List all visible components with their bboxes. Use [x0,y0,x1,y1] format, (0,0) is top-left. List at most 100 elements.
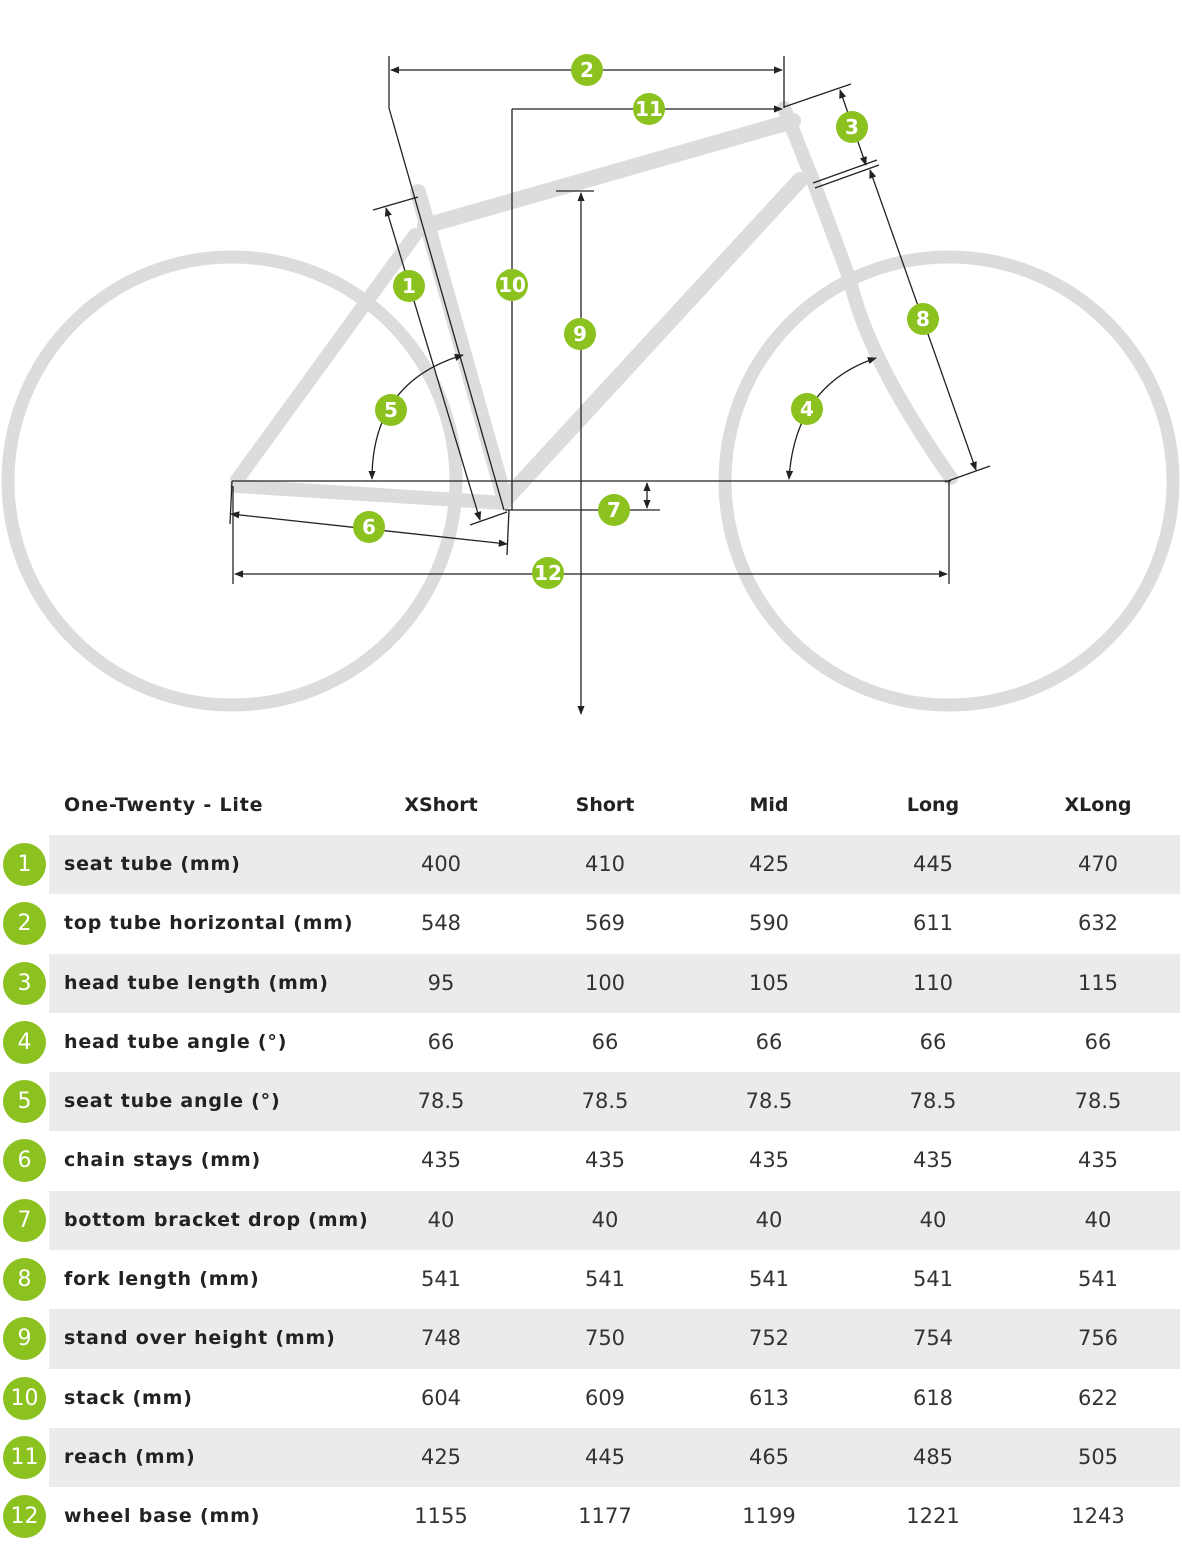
size-header: XShort [404,794,478,816]
table-cell: 40 [1084,1207,1112,1232]
table-cell: 541 [912,1267,954,1292]
table-cell: 1221 [906,1504,960,1529]
badge-3: 3 [836,111,868,143]
row-number-badge: 8 [3,1258,46,1302]
svg-text:4: 4 [800,397,814,421]
row-background [49,1309,1180,1369]
table-header-row: One-Twenty - Lite XShort Short Mid Long … [0,776,1182,835]
row-number-badge: 1 [3,843,46,886]
table-cell: 78.5 [417,1089,465,1114]
badge-8: 8 [907,303,939,335]
table-cell: 1177 [578,1504,632,1529]
row-number-badge: 6 [3,1139,46,1183]
table-cell: 435 [420,1148,462,1173]
table-row: 11 reach (mm) 425 445 465 485 505 [0,1427,1182,1488]
table-cell: 66 [1084,1029,1112,1054]
table-cell: 750 [584,1326,626,1351]
table-cell: 40 [755,1207,783,1232]
model-name: One-Twenty - Lite [64,794,264,816]
table-cell: 541 [748,1267,790,1292]
table-cell: 445 [584,1444,626,1469]
table-cell: 78.5 [1074,1089,1122,1114]
badge-2: 2 [571,54,603,86]
badge-12: 12 [532,557,564,589]
table-cell: 618 [912,1385,954,1410]
badge-9: 9 [564,318,596,350]
badge-6: 6 [353,511,385,543]
geometry-table: One-Twenty - Lite XShort Short Mid Long … [0,776,1182,1547]
table-row: 8 fork length (mm) 541 541 541 541 541 [0,1250,1182,1309]
badge-7: 7 [598,494,630,526]
table-row: 9 stand over height (mm) 748 750 752 754 756 [0,1309,1182,1369]
table-cell: 611 [912,911,954,936]
table-row: 6 chain stays (mm) 435 435 435 435 435 [0,1131,1182,1190]
svg-text:12: 12 [534,561,562,585]
table-cell: 40 [427,1207,455,1232]
table-row: 12 wheel base (mm) 1155 1177 1199 1221 1243 [0,1487,1182,1546]
size-header: Short [575,794,635,816]
table-cell: 613 [748,1385,790,1410]
badge-11: 11 [633,93,665,125]
row-label: seat tube (mm) [64,853,241,875]
table-cell: 110 [912,970,954,995]
bike-frame [230,101,958,510]
row-background [49,835,1180,895]
table-cell: 754 [912,1326,954,1351]
table-cell: 435 [1077,1148,1119,1173]
table-row: 5 seat tube angle (°) 78.5 78.5 78.5 78.5 78.5 [0,1072,1182,1132]
table-cell: 435 [748,1148,790,1173]
table-cell: 78.5 [745,1089,793,1114]
table-row: 1 seat tube (mm) 400 410 425 445 470 [0,835,1182,895]
badge-5: 5 [375,394,407,426]
size-header: Long [906,794,960,816]
table-cell: 1155 [414,1504,468,1529]
table-cell: 435 [584,1148,626,1173]
row-number-badge: 12 [3,1495,46,1539]
row-label: stack (mm) [64,1386,193,1409]
table-cell: 400 [420,852,462,876]
row-number-badge: 11 [3,1435,46,1479]
table-cell: 1243 [1071,1504,1125,1529]
table-row: 3 head tube length (mm) 95 100 105 110 115 [0,953,1182,1013]
table-row: 2 top tube horizontal (mm) 548 569 590 611 632 [0,894,1182,953]
svg-text:7: 7 [607,498,621,522]
row-number-badge: 9 [3,1317,46,1361]
row-label: head tube length (mm) [64,971,329,994]
table-row: 10 stack (mm) 604 609 613 618 622 [0,1369,1182,1428]
row-background [49,1427,1180,1488]
table-cell: 40 [919,1207,947,1232]
row-number-badge: 7 [3,1198,46,1242]
table-cell: 78.5 [909,1089,957,1114]
dimension-lines [229,56,991,715]
table-cell: 748 [420,1326,462,1351]
row-label: chain stays (mm) [64,1149,261,1172]
table-cell: 425 [420,1444,462,1469]
row-background [49,1072,1180,1132]
table-cell: 410 [584,852,626,876]
row-background [49,1190,1180,1251]
table-cell: 105 [748,970,790,995]
svg-text:3: 3 [845,115,859,139]
table-cell: 1199 [742,1504,796,1529]
table-cell: 115 [1077,970,1119,995]
table-cell: 66 [591,1029,619,1054]
table-row: 4 head tube angle (°) 66 66 66 66 66 [0,1013,1182,1072]
svg-text:2: 2 [580,58,594,82]
svg-text:6: 6 [362,515,376,539]
badge-1: 1 [393,270,425,302]
row-number-badge: 4 [3,1020,46,1064]
size-header: XLong [1064,794,1132,816]
row-label: bottom bracket drop (mm) [64,1208,369,1231]
table-cell: 548 [420,911,462,936]
bike-geometry-diagram: 2 11 3 1 10 9 8 5 4 7 6 12 [1,54,1180,715]
table-cell: 569 [584,911,626,936]
svg-text:8: 8 [916,307,930,331]
row-label: top tube horizontal (mm) [64,912,354,935]
row-number-badge: 10 [3,1376,46,1420]
table-cell: 100 [584,970,626,995]
table-cell: 95 [427,970,455,995]
table-cell: 485 [912,1444,954,1469]
row-number-badge: 2 [3,902,46,946]
row-number-badge: 3 [3,961,46,1005]
row-label: wheel base (mm) [64,1505,261,1528]
